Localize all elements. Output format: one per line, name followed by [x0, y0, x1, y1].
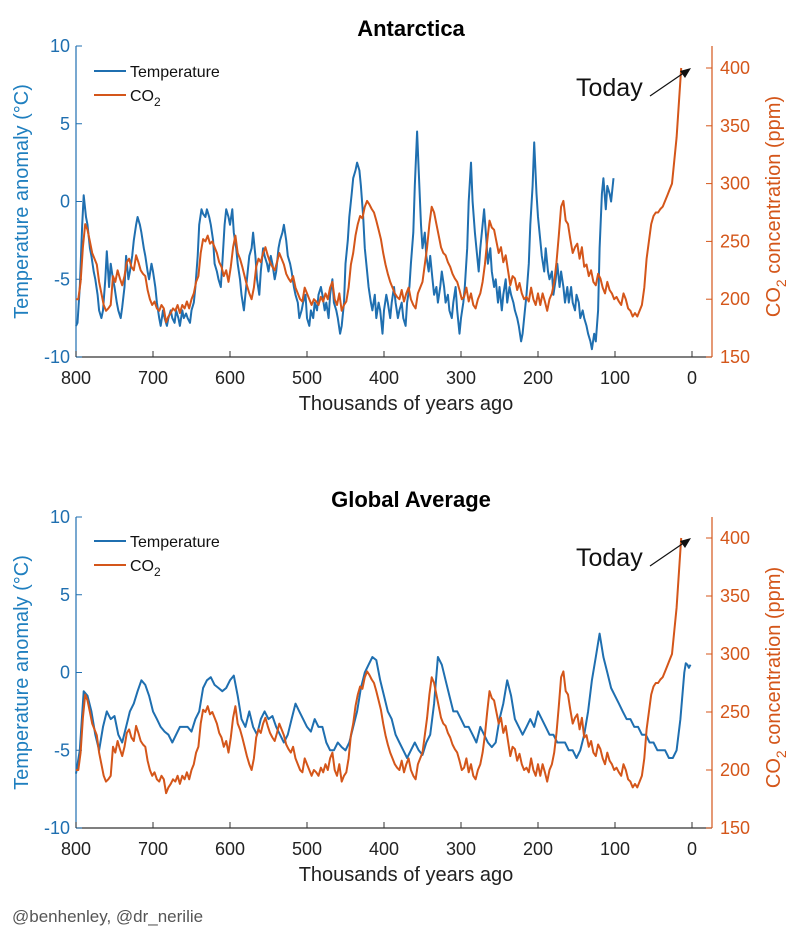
x-tick-label: 600 — [215, 839, 245, 859]
right-tick-label: 400 — [720, 58, 750, 78]
today-arrow-line — [649, 539, 689, 567]
right-tick-label: 250 — [720, 231, 750, 251]
left-tick-label: 0 — [60, 663, 70, 683]
co2-line — [76, 67, 683, 324]
x-tick-label: 200 — [523, 839, 553, 859]
legend-temperature-label: Temperature — [130, 534, 220, 551]
left-axis-label: Temperature anomaly (°C) — [11, 555, 33, 790]
x-tick-label: 800 — [61, 368, 91, 388]
x-tick-label: 200 — [523, 368, 553, 388]
x-tick-label: 0 — [687, 839, 697, 859]
chart-title: Global Average — [331, 487, 491, 512]
right-axis-label: CO2 concentration (ppm) — [763, 567, 789, 788]
right-tick-label: 300 — [720, 644, 750, 664]
legend-temperature-label: Temperature — [130, 64, 220, 81]
right-tick-label: 350 — [720, 116, 750, 136]
right-axis-label: CO2 concentration (ppm) — [763, 96, 789, 317]
x-axis-label: Thousands of years ago — [299, 864, 514, 886]
temperature-line — [75, 130, 615, 351]
chart-panel-2: Global Average 10 5 0 -5 -10 400 350 300 250 200 15… — [11, 487, 789, 886]
left-axis-label: Temperature anomaly (°C) — [11, 84, 33, 319]
x-tick-label: 300 — [446, 368, 476, 388]
x-tick-label: 400 — [369, 368, 399, 388]
right-tick-label: 200 — [720, 289, 750, 309]
today-annotation: Today — [576, 544, 643, 572]
today-annotation: Today — [576, 74, 643, 102]
x-tick-label: 100 — [600, 368, 630, 388]
right-tick-label: 300 — [720, 174, 750, 194]
right-tick-label: 350 — [720, 586, 750, 606]
right-tick-label: 400 — [720, 528, 750, 548]
today-arrow-line — [649, 69, 689, 97]
chart-panel-1: Antarctica 10 5 0 -5 -10 400 350 300 250 200 150 800… — [11, 16, 789, 415]
right-tick-label: 150 — [720, 818, 750, 838]
legend-co2-label: CO2 — [130, 88, 161, 109]
today-arrow-head — [680, 538, 691, 548]
left-tick-label: 10 — [50, 36, 70, 56]
x-tick-label: 800 — [61, 839, 91, 859]
x-axis-label: Thousands of years ago — [299, 393, 514, 415]
x-tick-label: 700 — [138, 368, 168, 388]
right-tick-label: 150 — [720, 347, 750, 367]
chart-title: Antarctica — [357, 16, 465, 41]
left-tick-label: 5 — [60, 585, 70, 605]
x-tick-label: 600 — [215, 368, 245, 388]
right-tick-label: 250 — [720, 702, 750, 722]
left-tick-label: -5 — [54, 740, 70, 760]
right-tick-label: 200 — [720, 760, 750, 780]
legend-co2-label: CO2 — [130, 558, 161, 579]
credit-text: @benhenley, @dr_nerilie — [12, 907, 204, 926]
x-tick-label: 500 — [292, 368, 322, 388]
left-tick-label: 0 — [60, 192, 70, 212]
left-tick-label: -10 — [44, 347, 70, 367]
x-tick-label: 500 — [292, 839, 322, 859]
x-tick-label: 300 — [446, 839, 476, 859]
left-tick-label: -5 — [54, 269, 70, 289]
x-tick-label: 100 — [600, 839, 630, 859]
left-tick-label: 10 — [50, 507, 70, 527]
left-tick-label: -10 — [44, 818, 70, 838]
x-tick-label: 0 — [687, 368, 697, 388]
x-tick-label: 400 — [369, 839, 399, 859]
left-tick-label: 5 — [60, 114, 70, 134]
x-tick-label: 700 — [138, 839, 168, 859]
today-arrow-head — [680, 68, 691, 78]
co2-line — [76, 537, 683, 795]
temperature-line — [75, 632, 692, 774]
